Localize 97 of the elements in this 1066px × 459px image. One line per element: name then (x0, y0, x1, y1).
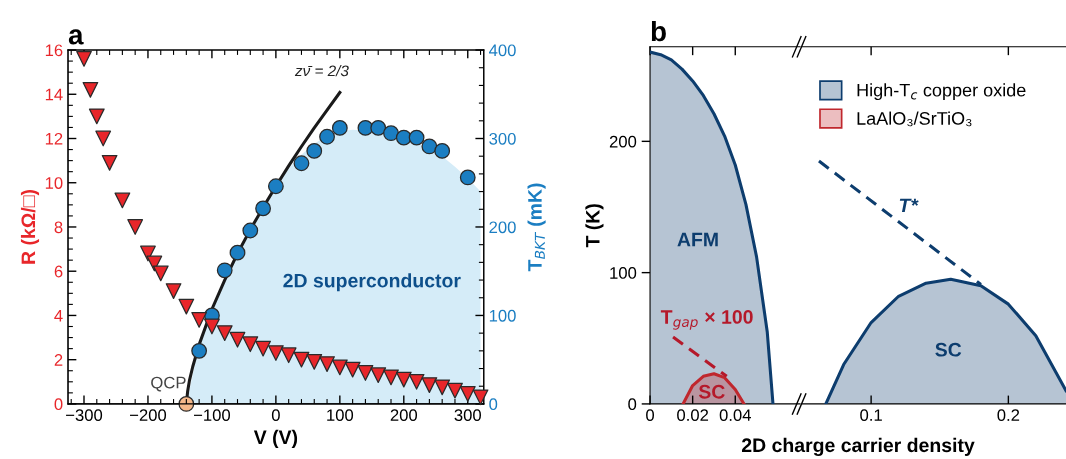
point (242, 222, 259, 239)
point (459, 386, 476, 402)
point (88, 108, 105, 125)
y-tick-label: 2 (54, 354, 63, 366)
point (434, 379, 451, 396)
annotation: SC (698, 384, 725, 399)
annotation: AFM (677, 232, 718, 247)
annotation: T* (899, 198, 919, 213)
y-tick-label: 14 (45, 88, 63, 101)
chart-title: a (68, 29, 84, 45)
point (95, 130, 112, 147)
point (306, 142, 323, 159)
annotation: QCP (151, 376, 186, 392)
point (76, 50, 92, 67)
legend-label: LaAlO₃/SrTiO₃ (857, 111, 972, 127)
annotation: 2D superconductor (283, 273, 461, 292)
x-tick-label: 0 (271, 409, 280, 422)
point (114, 192, 131, 209)
point (306, 353, 323, 370)
point (459, 169, 476, 186)
x-tick-label: 0.02 (677, 409, 709, 422)
point (357, 365, 374, 381)
point (383, 125, 399, 142)
point (357, 119, 374, 136)
point (434, 142, 451, 159)
point (472, 389, 489, 406)
point (242, 336, 259, 353)
point (421, 377, 438, 394)
point (421, 138, 438, 155)
y2-tick-label: 300 (489, 132, 516, 145)
point (280, 347, 297, 364)
point (319, 128, 335, 145)
point (229, 331, 246, 348)
y-tick-label: 0 (54, 398, 63, 411)
point (165, 283, 182, 300)
point (204, 318, 220, 335)
point (370, 119, 387, 136)
y2-axis-title: T$_{BKT}$ (mK) (527, 183, 546, 272)
point (395, 129, 412, 146)
y-tick-label: 10 (45, 177, 63, 189)
point (178, 298, 195, 315)
point (344, 361, 361, 378)
point (191, 311, 208, 328)
point (293, 155, 310, 172)
x-axis-title: V (V) (253, 429, 298, 448)
point (267, 178, 284, 195)
annotation: zν̄ = 2/3 (294, 65, 349, 77)
legend-label: High-T$_{c}$ copper oxide (857, 83, 1026, 101)
point (293, 351, 310, 368)
y2-tick-label: 100 (489, 309, 516, 322)
point (255, 340, 271, 357)
point (82, 81, 99, 98)
point (101, 154, 118, 171)
point (229, 244, 246, 261)
y-tick-label: 100 (610, 267, 637, 279)
point (395, 371, 412, 388)
point (319, 356, 335, 373)
point (152, 265, 169, 282)
x-tick-label: 100 (327, 409, 354, 422)
x-tick-label: 0.04 (719, 409, 751, 422)
y-axis-title: T (K) (585, 204, 604, 248)
y-tick-label: 16 (45, 44, 63, 57)
x-tick-label: 0.2 (997, 409, 1020, 422)
y-tick-label: 8 (54, 221, 63, 234)
y-axis-title: R (kΩ/□) (20, 189, 40, 264)
y-tick-label: 12 (45, 132, 63, 145)
point (191, 342, 208, 359)
point (127, 219, 144, 235)
point (216, 325, 233, 342)
y-tick-label: 0 (628, 398, 637, 411)
x-tick-label: −200 (130, 409, 167, 422)
y-tick-label: 200 (609, 135, 637, 148)
point (383, 369, 399, 386)
x-tick-label: −100 (193, 409, 231, 422)
point (267, 345, 284, 361)
x-axis-title: 2D charge carrier density (741, 437, 975, 457)
y2-tick-label: 400 (488, 44, 516, 57)
annotation: SC (935, 342, 962, 357)
annotation: T$_{gap}$ × 100 (660, 310, 753, 330)
point (447, 382, 463, 399)
y2-tick-label: 200 (489, 221, 516, 234)
point (408, 373, 425, 390)
chart-title: b (651, 20, 666, 42)
y-tick-label: 6 (54, 265, 63, 278)
x-tick-label: 300 (454, 409, 482, 422)
point (255, 200, 271, 217)
point (331, 359, 348, 376)
x-tick-label: −300 (66, 409, 103, 422)
point (216, 262, 233, 279)
y-tick-label: 4 (54, 310, 63, 322)
point (408, 129, 425, 146)
x-tick-label: 200 (390, 409, 418, 422)
y2-tick-label: 0 (489, 398, 498, 411)
point (331, 119, 348, 136)
x-tick-label: 0.1 (860, 409, 882, 422)
point (370, 367, 387, 384)
x-tick-label: 0 (646, 409, 655, 422)
